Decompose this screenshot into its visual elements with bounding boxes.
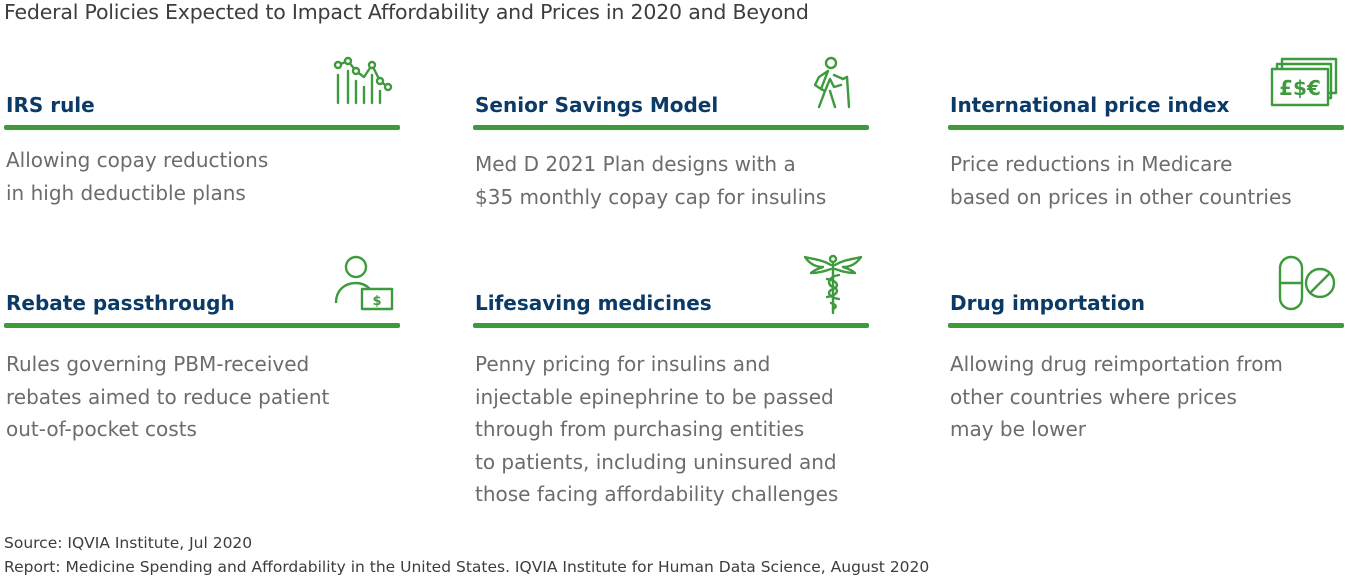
green-rule: [4, 323, 400, 328]
card-description: Med D 2021 Plan designs with a $35 month…: [475, 148, 869, 213]
policy-card-lifesaving-medicines: Lifesaving medicines Penny pricing for i…: [473, 254, 869, 511]
card-title: IRS rule: [6, 93, 95, 117]
card-title: International price index: [950, 93, 1230, 117]
green-rule: [473, 323, 869, 328]
card-description: Allowing copay reductions in high deduct…: [6, 144, 400, 209]
card-title: Rebate passthrough: [6, 291, 235, 315]
card-description: Price reductions in Medicare based on pr…: [950, 148, 1344, 213]
description-line: based on prices in other countries: [950, 184, 1292, 209]
currency-notes-icon: £$€: [1268, 55, 1340, 119]
description-line: Price reductions in Medicare: [950, 152, 1233, 176]
policy-card-drug-importation: Drug importation Allowing drug reimporta…: [948, 255, 1344, 446]
card-description: Allowing drug reimportation from other c…: [950, 348, 1344, 446]
currency-symbols: £$€: [1279, 76, 1321, 100]
report-citation: Report: Medicine Spending and Affordabil…: [4, 557, 930, 576]
card-title: Senior Savings Model: [475, 93, 719, 117]
policy-card-irs-rule: IRS rule Allowing copay reductions in hi…: [4, 56, 400, 209]
card-description: Rules governing PBM-received rebates aim…: [6, 348, 400, 446]
caduceus-icon: [801, 253, 865, 317]
description-line: Allowing copay reductions: [6, 148, 269, 172]
policy-card-international-price-index: International price index £$€ Price redu…: [948, 57, 1344, 213]
source-note: Source: IQVIA Institute, Jul 2020: [4, 534, 253, 552]
green-rule: [948, 125, 1344, 130]
description-line: other countries where prices: [950, 384, 1237, 409]
description-line: in high deductible plans: [6, 180, 246, 205]
card-description: Penny pricing for insulins and injectabl…: [475, 348, 869, 511]
green-rule: [473, 125, 869, 130]
dollar-symbol: $: [372, 294, 381, 309]
pills-icon: [1276, 253, 1340, 317]
card-title: Lifesaving medicines: [475, 291, 712, 315]
description-line: Penny pricing for insulins and: [475, 352, 771, 376]
description-line: Med D 2021 Plan designs with a: [475, 152, 796, 176]
senior-walking-icon: [801, 55, 865, 119]
description-line: through from purchasing entities: [475, 417, 805, 441]
policy-card-senior-savings-model: Senior Savings Model Med D 2021 Plan des…: [473, 56, 869, 213]
description-line: $35 monthly copay cap for insulins: [475, 184, 827, 209]
card-title: Drug importation: [950, 291, 1146, 315]
green-rule: [4, 125, 400, 130]
description-line: Rules governing PBM-received: [6, 352, 310, 376]
description-line: rebates aimed to reduce patient: [6, 384, 330, 409]
person-money-icon: $: [332, 253, 396, 317]
description-line: Allowing drug reimportation from: [950, 352, 1283, 376]
page-title: Federal Policies Expected to Impact Affo…: [4, 0, 809, 24]
chart-icon: [332, 55, 396, 119]
description-line: to patients, including uninsured and: [475, 449, 837, 474]
description-line: injectable epinephrine to be passed: [475, 384, 834, 409]
footer: Source: IQVIA Institute, Jul 2020 Report…: [4, 532, 929, 579]
green-rule: [948, 323, 1344, 328]
description-line: may be lower: [950, 417, 1086, 441]
description-line: out-of-pocket costs: [6, 417, 197, 441]
description-line: those facing affordability challenges: [475, 482, 839, 506]
policy-card-rebate-passthrough: Rebate passthrough $ Rules governing PBM…: [4, 255, 400, 446]
